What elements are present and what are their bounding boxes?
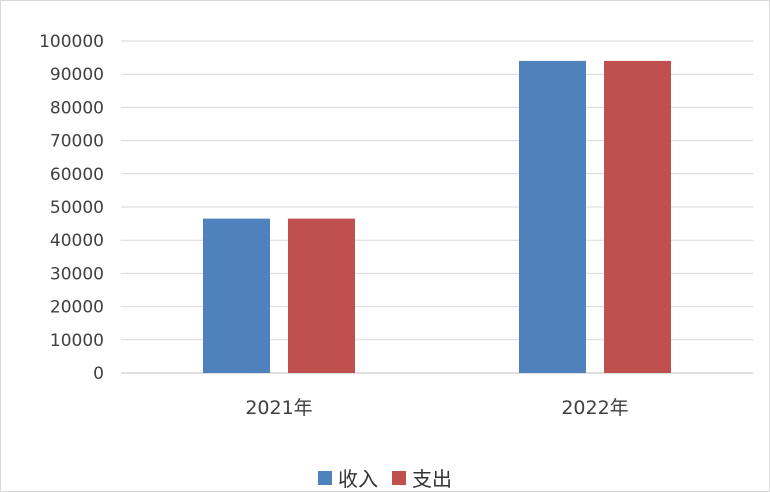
y-tick-label: 0	[93, 364, 104, 384]
y-tick-label: 70000	[50, 132, 104, 152]
legend-swatch-expense	[392, 470, 406, 485]
legend-item-expense: 支出	[392, 463, 452, 492]
y-axis-tick-labels: 0 10000 20000 30000 40000 50000 60000 70000 8000…	[39, 32, 104, 384]
y-tick-label: 10000	[50, 331, 104, 351]
bar-income-1	[519, 60, 586, 374]
legend-item-income: 收入	[318, 463, 378, 492]
y-tick-label: 40000	[50, 231, 104, 251]
bar-expense-0	[288, 218, 355, 373]
y-tick-label: 60000	[50, 165, 104, 185]
bar-income-0	[203, 218, 270, 373]
legend-label-income: 收入	[338, 467, 378, 491]
y-tick-label: 20000	[50, 298, 104, 318]
legend-swatch-income	[318, 470, 332, 485]
bars	[203, 60, 671, 374]
y-tick-label: 90000	[50, 65, 104, 85]
y-tick-label: 80000	[50, 98, 104, 118]
x-tick-label: 2021年	[245, 397, 312, 419]
legend-label-expense: 支出	[412, 467, 452, 491]
legend: 收入 支出	[1, 463, 769, 492]
x-tick-label: 2022年	[561, 397, 628, 419]
bar-chart: 0 10000 20000 30000 40000 50000 60000 70000 8000…	[39, 32, 753, 419]
bar-expense-1	[604, 60, 671, 374]
x-axis-tick-labels: 2021年 2022年	[245, 397, 628, 419]
y-tick-label: 100000	[39, 32, 104, 52]
y-tick-label: 50000	[50, 198, 104, 218]
y-tick-label: 30000	[50, 264, 104, 284]
